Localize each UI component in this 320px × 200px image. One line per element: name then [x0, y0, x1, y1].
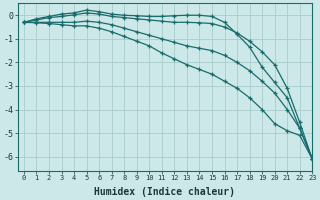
X-axis label: Humidex (Indice chaleur): Humidex (Indice chaleur) — [94, 186, 236, 197]
